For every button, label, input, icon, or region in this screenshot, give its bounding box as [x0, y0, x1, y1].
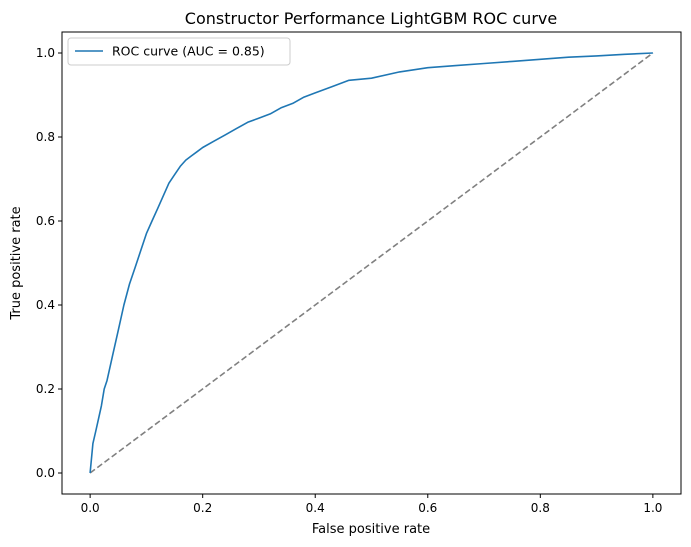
y-tick-label: 0.8 — [36, 130, 55, 144]
chance-diagonal-line — [89, 52, 654, 474]
x-tick-label: 0.2 — [193, 501, 212, 515]
x-tick-label: 1.0 — [643, 501, 662, 515]
chart-title: Constructor Performance LightGBM ROC cur… — [185, 9, 557, 28]
legend: ROC curve (AUC = 0.85) — [67, 37, 291, 66]
x-tick-label: 0.8 — [531, 501, 550, 515]
y-tick-label: 0.0 — [36, 466, 55, 480]
x-axis-label: False positive rate — [312, 522, 430, 537]
y-axis: 0.0 0.2 0.4 0.6 0.8 1.0 — [36, 46, 62, 480]
y-tick-label: 1.0 — [36, 46, 55, 60]
x-axis: 0.0 0.2 0.4 0.6 0.8 1.0 — [81, 494, 662, 515]
y-axis-label: True positive rate — [9, 206, 24, 320]
legend-label: ROC curve (AUC = 0.85) — [112, 44, 265, 59]
y-tick-label: 0.2 — [36, 382, 55, 396]
x-tick-label: 0.6 — [418, 501, 437, 515]
plot-frame — [61, 31, 682, 495]
legend-box — [67, 37, 291, 66]
y-tick-label: 0.6 — [36, 214, 55, 228]
roc-curve-line — [89, 52, 653, 474]
x-tick-label: 0.4 — [306, 501, 325, 515]
plot-area — [89, 52, 654, 474]
x-tick-label: 0.0 — [81, 501, 100, 515]
y-tick-label: 0.4 — [36, 298, 55, 312]
